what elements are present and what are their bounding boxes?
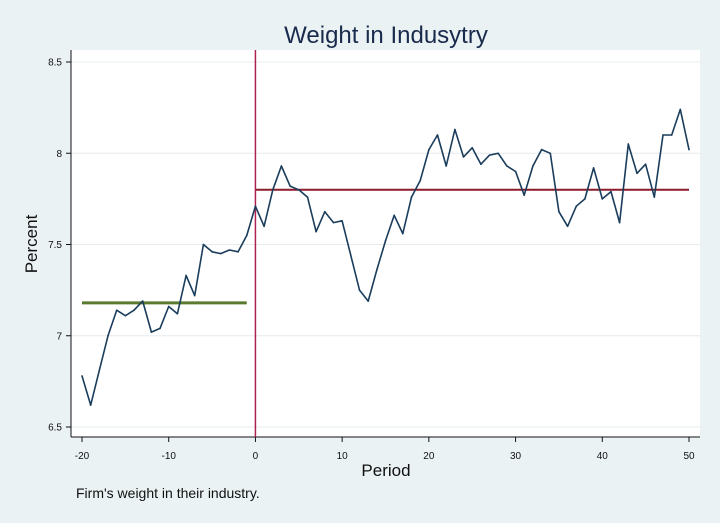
data-point	[584, 198, 586, 200]
data-point	[480, 163, 482, 165]
data-point	[254, 205, 257, 207]
data-point	[193, 294, 196, 297]
data-point	[497, 152, 500, 155]
data-point	[150, 331, 153, 333]
data-point	[514, 170, 517, 173]
data-point	[627, 143, 630, 145]
data-point	[272, 189, 274, 191]
data-point	[428, 148, 430, 151]
data-point	[98, 369, 101, 372]
y-tick-label: 7.5	[48, 240, 62, 251]
data-point	[176, 313, 179, 315]
y-tick-label: 6.5	[48, 423, 62, 434]
y-tick-label: 8	[56, 149, 62, 160]
data-point	[133, 309, 135, 312]
x-tick-label: 20	[423, 451, 435, 462]
data-point	[228, 249, 231, 251]
data-point	[367, 300, 370, 302]
data-point	[393, 214, 396, 217]
data-point	[532, 165, 534, 167]
data-point	[636, 172, 638, 175]
data-point	[141, 300, 144, 302]
data-point	[115, 309, 118, 312]
data-point	[566, 225, 569, 228]
data-point	[315, 230, 317, 233]
data-point	[298, 189, 300, 191]
data-point	[107, 335, 109, 337]
data-point	[575, 205, 578, 207]
data-point	[202, 243, 205, 246]
data-point	[410, 196, 413, 198]
data-point	[350, 254, 352, 257]
x-tick-label: -10	[161, 451, 176, 462]
data-point	[653, 196, 656, 198]
data-point	[601, 198, 604, 200]
x-tick-label: 50	[683, 451, 695, 462]
reference-lines	[82, 50, 689, 437]
data-point	[662, 134, 664, 136]
data-point	[280, 165, 283, 167]
data-point	[549, 152, 552, 155]
data-point	[618, 221, 621, 224]
data-point	[341, 220, 343, 222]
data-point	[263, 225, 265, 228]
data-point	[454, 128, 456, 131]
data-point	[324, 210, 326, 213]
data-point	[384, 240, 387, 242]
y-tick-label: 7	[56, 331, 62, 342]
x-axis: -20 -10 0 10 20 30 40 50	[71, 436, 700, 462]
x-axis-label: Period	[361, 461, 410, 480]
gridlines	[71, 61, 700, 428]
data-point	[610, 190, 612, 193]
data-point	[488, 154, 491, 156]
data-point	[471, 147, 474, 149]
y-axis-label: Percent	[22, 214, 41, 273]
data-point	[419, 179, 422, 182]
data-point	[246, 234, 248, 237]
x-tick-label: 10	[337, 451, 349, 462]
y-tick-label: 8.5	[48, 58, 62, 69]
data-point	[89, 404, 92, 406]
y-axis: 6.5 7 7.5 8 8.5	[48, 50, 72, 437]
data-point	[523, 194, 525, 196]
x-tick-label: 40	[597, 451, 609, 462]
data-point	[376, 269, 378, 271]
series-group	[81, 108, 690, 406]
data-point	[211, 251, 213, 253]
data-point	[506, 165, 508, 167]
x-tick-label: -20	[75, 451, 90, 462]
data-point	[436, 134, 439, 136]
chart-title: Weight in Indusytry	[284, 22, 488, 49]
data-point	[124, 314, 127, 317]
data-point	[159, 327, 161, 330]
data-point	[670, 134, 673, 136]
data-point	[592, 167, 595, 169]
data-point	[679, 108, 682, 111]
x-tick-label: 30	[510, 451, 522, 462]
data-point	[332, 221, 335, 224]
data-point	[688, 148, 690, 151]
data-point	[306, 196, 309, 198]
x-tick-label: 0	[253, 451, 259, 462]
data-point	[540, 148, 543, 151]
data-point	[558, 210, 560, 213]
data-point	[644, 163, 647, 165]
data-point	[358, 289, 361, 291]
data-point	[219, 252, 222, 255]
data-point	[237, 251, 239, 253]
data-point	[445, 165, 448, 167]
data-point	[167, 305, 170, 308]
data-point	[81, 375, 83, 377]
data-point	[289, 185, 291, 187]
data-point	[185, 274, 187, 277]
data-point	[402, 232, 404, 235]
data-point	[462, 156, 465, 158]
chart-note: Firm's weight in their industry.	[76, 485, 260, 501]
